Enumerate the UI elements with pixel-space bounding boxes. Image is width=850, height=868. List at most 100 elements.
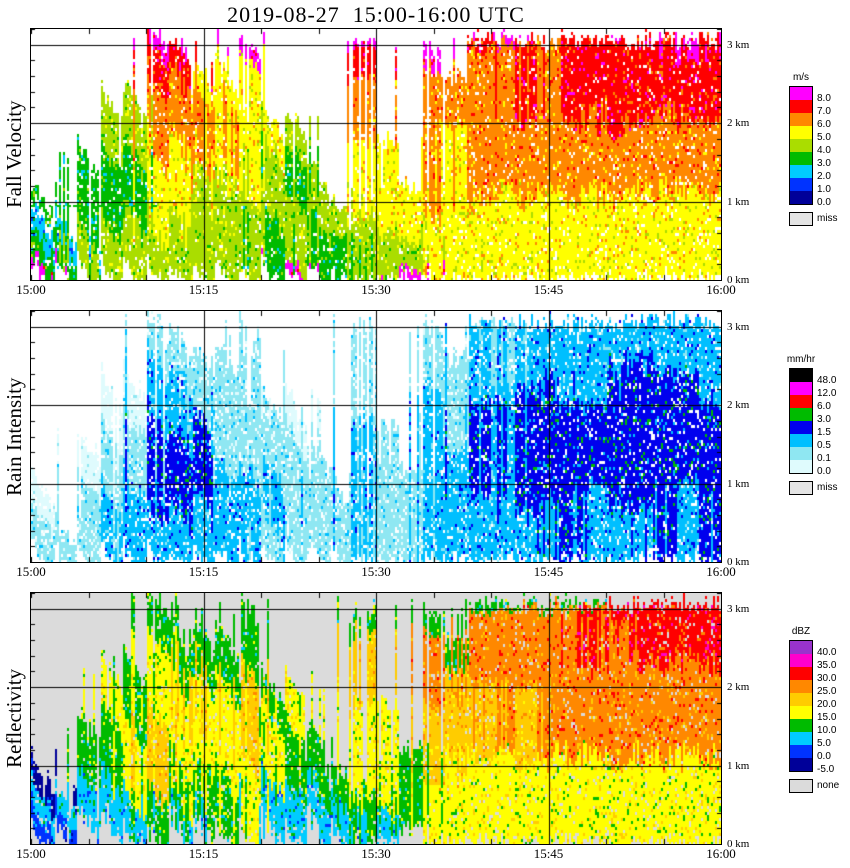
colorbar-swatch-stack <box>789 640 813 772</box>
colorbar-tick-label: 3.0 <box>817 414 831 425</box>
colorbar-tick-label: 1.0 <box>817 184 831 195</box>
colorbar-swatch <box>790 369 812 382</box>
colorbar-tick-label: 1.5 <box>817 427 831 438</box>
time-label: 15:15 <box>188 564 219 579</box>
y-axis-km-labels: 0 km 1 km 2 km 3 km <box>727 310 772 568</box>
colorbar-reflectivity: dBZ 40.0 35.0 30.0 25.0 20.0 15.0 10.0 5.0 0.0 -5.… <box>789 592 850 845</box>
colorbar-swatch-stack <box>789 368 813 474</box>
colorbar-unit-label: m/s <box>792 72 810 83</box>
colorbar-tick-label: 0.0 <box>817 466 831 477</box>
time-label: 15:15 <box>188 282 219 297</box>
colorbar-tick-label: 0.5 <box>817 440 831 451</box>
colorbar-missing-swatch <box>789 779 813 793</box>
heatmap-plot-fall-velocity <box>30 28 722 281</box>
km-label: 3 km <box>727 603 750 615</box>
colorbar-tick-label: 10.0 <box>817 725 837 736</box>
colorbar-swatch <box>790 706 812 719</box>
time-label: 15:15 <box>188 846 219 861</box>
colorbar-swatch <box>790 680 812 693</box>
colorbar-tick-label: 6.0 <box>817 119 831 130</box>
colorbar-swatch <box>790 152 812 165</box>
colorbar-swatch <box>790 667 812 680</box>
colorbar-unit-label: mm/hr <box>786 354 816 365</box>
colorbar-missing-label: miss <box>817 482 838 493</box>
colorbar-swatch <box>790 139 812 152</box>
colorbar-tick-label: -5.0 <box>817 764 835 775</box>
panel-reflectivity: Reflectivity 15:00 15:15 15:30 15:45 16:00 0… <box>0 592 850 864</box>
colorbar-unit-label: dBZ <box>791 626 811 637</box>
colorbar-swatch <box>790 408 812 421</box>
colorbar-swatch <box>790 126 812 139</box>
colorbar-tick-label: 40.0 <box>817 647 837 658</box>
km-label: 0 km <box>727 838 750 850</box>
time-label: 15:00 <box>16 282 46 297</box>
km-label: 0 km <box>727 556 750 568</box>
panel-rain-intensity: Rain Intensity 15:00 15:15 15:30 15:45 16:00… <box>0 310 850 582</box>
panel-fall-velocity: Fall Velocity 15:00 15:15 15:30 15:45 16:00 … <box>0 28 850 300</box>
km-label: 2 km <box>727 681 750 693</box>
colorbar-tick-label: 5.0 <box>817 132 831 143</box>
colorbar-swatch <box>790 719 812 732</box>
colorbar-tick-label: 30.0 <box>817 673 837 684</box>
colorbar-rain-intensity: mm/hr 48.0 12.0 6.0 3.0 1.5 0.5 0.1 0.0 miss <box>787 310 850 563</box>
time-label: 15:30 <box>361 564 391 579</box>
time-label: 15:00 <box>16 564 46 579</box>
time-label: 16:00 <box>706 564 736 579</box>
time-label: 15:30 <box>361 282 391 297</box>
colorbar-tick-label: 0.1 <box>817 453 831 464</box>
km-label: 0 km <box>727 274 750 286</box>
heatmap-canvas-rain-intensity <box>31 311 721 562</box>
colorbar-tick-label: 0.0 <box>817 751 831 762</box>
colorbar-swatch <box>790 460 812 473</box>
colorbar-swatch <box>790 382 812 395</box>
km-label: 2 km <box>727 399 750 411</box>
colorbar-swatch <box>790 165 812 178</box>
colorbar-tick-label: 12.0 <box>817 388 837 399</box>
colorbar-tick-label: 2.0 <box>817 171 831 182</box>
colorbar-swatch <box>790 113 812 126</box>
time-label: 15:45 <box>533 282 564 297</box>
heatmap-plot-reflectivity <box>30 592 722 845</box>
time-label: 16:00 <box>706 282 736 297</box>
colorbar-tick-label: 6.0 <box>817 401 831 412</box>
colorbar-swatch <box>790 641 812 654</box>
colorbar-missing-label: none <box>817 780 840 791</box>
colorbar-missing-label: miss <box>817 213 838 224</box>
km-label: 2 km <box>727 117 750 129</box>
y-axis-title-rain-intensity: Rain Intensity <box>2 377 26 496</box>
chart-title: 2019-08-27 15:00-16:00 UTC <box>227 2 525 27</box>
heatmap-canvas-fall-velocity <box>31 29 721 280</box>
colorbar-swatch-stack <box>789 86 813 205</box>
colorbar-tick-label: 7.0 <box>817 106 831 117</box>
colorbar-fall-velocity: m/s 8.0 7.0 6.0 5.0 4.0 3.0 2.0 1.0 0.0 miss <box>789 28 850 281</box>
y-axis-title-fall-velocity: Fall Velocity <box>2 100 26 209</box>
time-label: 15:00 <box>16 846 46 861</box>
colorbar-swatch <box>790 693 812 706</box>
km-label: 1 km <box>727 760 750 772</box>
time-label: 15:45 <box>533 564 564 579</box>
colorbar-swatch <box>790 87 812 100</box>
km-label: 3 km <box>727 321 750 333</box>
heatmap-plot-rain-intensity <box>30 310 722 563</box>
colorbar-tick-label: 20.0 <box>817 699 837 710</box>
km-label: 1 km <box>727 478 750 490</box>
y-axis-km-labels: 0 km 1 km 2 km 3 km <box>727 592 772 850</box>
colorbar-tick-label: 48.0 <box>817 375 837 386</box>
colorbar-swatch <box>790 758 812 771</box>
heatmap-canvas-reflectivity <box>31 593 721 844</box>
colorbar-missing-swatch <box>789 481 813 495</box>
colorbar-swatch <box>790 654 812 667</box>
km-label: 1 km <box>727 196 750 208</box>
time-label: 16:00 <box>706 846 736 861</box>
x-axis-tick-labels: 15:00 15:15 15:30 15:45 16:00 <box>16 846 736 862</box>
colorbar-swatch <box>790 732 812 745</box>
colorbar-swatch <box>790 100 812 113</box>
colorbar-tick-label: 3.0 <box>817 158 831 169</box>
colorbar-tick-label: 5.0 <box>817 738 831 749</box>
colorbar-tick-label: 15.0 <box>817 712 837 723</box>
colorbar-tick-label: 4.0 <box>817 145 831 156</box>
colorbar-swatch <box>790 178 812 191</box>
x-axis-tick-labels: 15:00 15:15 15:30 15:45 16:00 <box>16 564 736 580</box>
time-label: 15:30 <box>361 846 391 861</box>
colorbar-swatch <box>790 745 812 758</box>
